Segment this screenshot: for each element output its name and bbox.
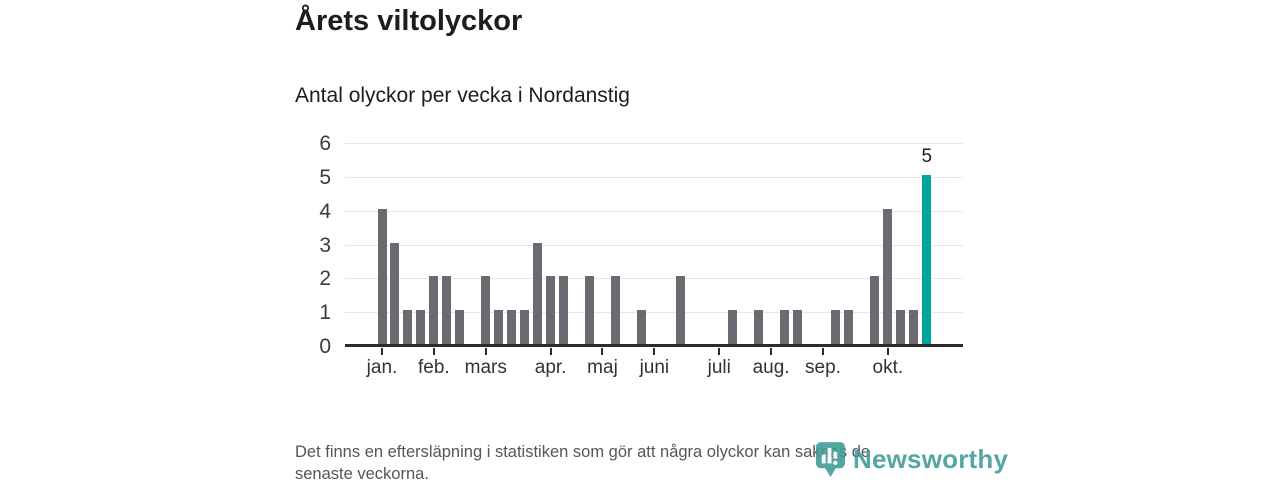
bar-week-2: [390, 242, 400, 344]
x-axis-tick-jan: [381, 348, 383, 355]
x-axis-line: [345, 344, 963, 347]
bar-week-32: [779, 310, 789, 344]
x-axis-month-label: okt.: [872, 357, 904, 378]
y-axis-tick-label: 1: [319, 301, 331, 325]
bar-week-19: [610, 276, 620, 344]
gridline-2: [345, 278, 963, 280]
bar-week-33: [792, 310, 802, 344]
x-axis-month-label: apr.: [534, 357, 567, 378]
y-axis-tick-label: 6: [319, 132, 331, 155]
x-axis-tick-juli: [718, 348, 721, 355]
highlight-value-label: 5: [921, 145, 933, 167]
footnote-line-1: Det finns en eftersläpning i statistiken…: [295, 443, 871, 461]
bar-week-11: [507, 310, 517, 344]
x-axis-tick-apr: [549, 348, 552, 355]
bar-week-30: [753, 310, 763, 344]
bar-week-17: [585, 276, 595, 344]
y-axis-tick-label: 2: [319, 267, 331, 291]
x-axis-tick-okt: [886, 348, 889, 355]
y-axis-tick-label: 0: [319, 335, 331, 358]
bar-week-36: [831, 310, 841, 344]
gridline-1: [345, 312, 963, 314]
bar-week-4: [416, 310, 426, 344]
gridline-3: [345, 244, 963, 246]
bar-week-9: [481, 276, 491, 344]
bar-week-43: [922, 174, 932, 344]
x-axis-month-label: juli: [707, 357, 731, 378]
footnote: Det finns en eftersläpning i statistiken…: [295, 441, 870, 485]
y-axis-tick-label: 3: [319, 233, 331, 257]
gridline-5: [345, 176, 963, 178]
newsworthy-logo: Newsworthy: [815, 440, 1008, 478]
x-axis-month-label: aug.: [752, 357, 790, 378]
plot-area: 0 1 2 3 4 5 6 jan. feb. mars apr. maj juni juli aug. se…: [319, 133, 963, 378]
x-axis-month-label: juni: [639, 357, 670, 378]
bar-week-15: [559, 276, 569, 344]
x-axis-month-label: maj: [587, 357, 618, 378]
bar-week-12: [520, 310, 530, 344]
x-axis-month-label: jan.: [366, 357, 398, 378]
x-axis-tick-feb: [432, 348, 435, 355]
bar-week-42: [909, 310, 919, 344]
bar-week-40: [883, 208, 893, 344]
y-axis-tick-label: 4: [319, 199, 331, 223]
gridline-4: [345, 210, 963, 212]
bar-week-10: [494, 310, 504, 344]
bar-week-21: [636, 310, 646, 344]
bar-week-24: [675, 276, 685, 344]
chart-subtitle: Antal olyckor per vecka i Nordanstig: [295, 84, 630, 107]
gridline-6: [345, 143, 963, 144]
x-axis-month-label: sep.: [805, 357, 841, 378]
bar-week-3: [403, 310, 413, 344]
bar-week-37: [844, 310, 854, 344]
x-axis-tick-aug: [770, 348, 773, 355]
newsworthy-logo-text: Newsworthy: [853, 443, 1009, 474]
page-title: Årets viltolyckor: [295, 5, 523, 37]
bar-week-14: [546, 276, 556, 344]
y-axis-tick-label: 5: [319, 165, 331, 189]
x-axis-tick-maj: [601, 348, 604, 355]
newsworthy-pin-icon: [815, 441, 846, 477]
bar-week-39: [870, 276, 880, 344]
x-axis-month-label: feb.: [418, 357, 450, 378]
bar-week-28: [727, 310, 737, 344]
x-axis-tick-mars: [484, 348, 487, 355]
bar-week-6: [442, 276, 452, 344]
x-axis-tick-juni: [653, 348, 656, 355]
bar-week-7: [455, 310, 465, 344]
bar-week-41: [896, 310, 906, 344]
x-axis-month-label: mars: [464, 357, 507, 378]
x-axis-tick-sep: [821, 348, 824, 355]
footnote-line-2: senaste veckorna.: [295, 465, 429, 483]
bar-week-1: [377, 208, 387, 344]
bar-week-5: [429, 276, 439, 344]
bar-week-13: [533, 242, 543, 344]
